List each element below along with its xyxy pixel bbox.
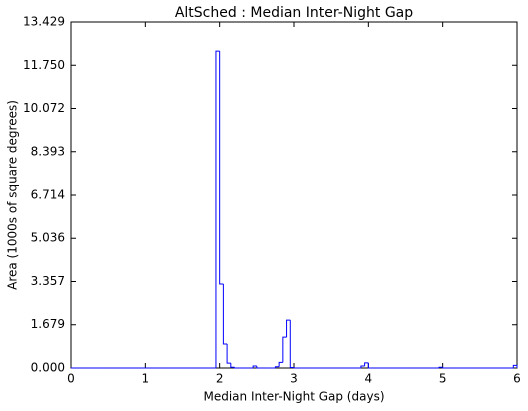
histogram-step	[512, 364, 518, 368]
y-tick-label: 1.679	[31, 317, 65, 331]
histogram-step	[226, 344, 231, 364]
x-tick-label: 4	[365, 372, 373, 386]
x-axis-label: Median Inter-Night Gap (days)	[203, 390, 384, 404]
x-tick-label: 5	[439, 372, 447, 386]
histogram-step	[442, 367, 447, 369]
histogram-step	[278, 361, 283, 367]
histogram-step	[274, 366, 280, 368]
histogram-step	[256, 365, 261, 369]
histogram-step	[289, 320, 294, 368]
y-tick-label: 3.357	[31, 274, 65, 288]
histogram-step	[222, 284, 228, 345]
plot-frame	[70, 21, 518, 369]
histogram-step	[367, 362, 373, 369]
histogram-step	[219, 51, 224, 285]
histogram-step	[286, 319, 291, 338]
histogram-step	[360, 365, 365, 368]
y-tick-label: 11.750	[23, 58, 65, 72]
x-tick-label: 1	[142, 372, 150, 386]
y-tick-label: 0.000	[31, 361, 65, 375]
y-tick-label: 5.036	[31, 231, 65, 245]
histogram-step	[234, 367, 239, 369]
histogram-step	[215, 50, 220, 368]
chart-title: AltSched : Median Inter-Night Gap	[175, 5, 413, 21]
histogram-step	[293, 367, 298, 369]
x-tick-label: 2	[216, 372, 224, 386]
histogram-step	[438, 366, 443, 368]
y-tick-label: 10.072	[23, 101, 65, 115]
y-tick-label: 13.429	[23, 15, 65, 29]
histogram-step	[364, 362, 369, 366]
y-tick-label: 8.393	[31, 144, 65, 158]
histogram-step	[252, 365, 257, 368]
y-tick-label: 6.714	[31, 188, 65, 202]
x-tick-label: 6	[513, 372, 521, 386]
x-tick-label: 0	[67, 372, 75, 386]
x-tick-label: 3	[290, 372, 298, 386]
y-axis-label: Area (1000s of square degrees)	[6, 100, 20, 290]
histogram-step	[230, 363, 235, 368]
histogram-step	[282, 336, 287, 363]
